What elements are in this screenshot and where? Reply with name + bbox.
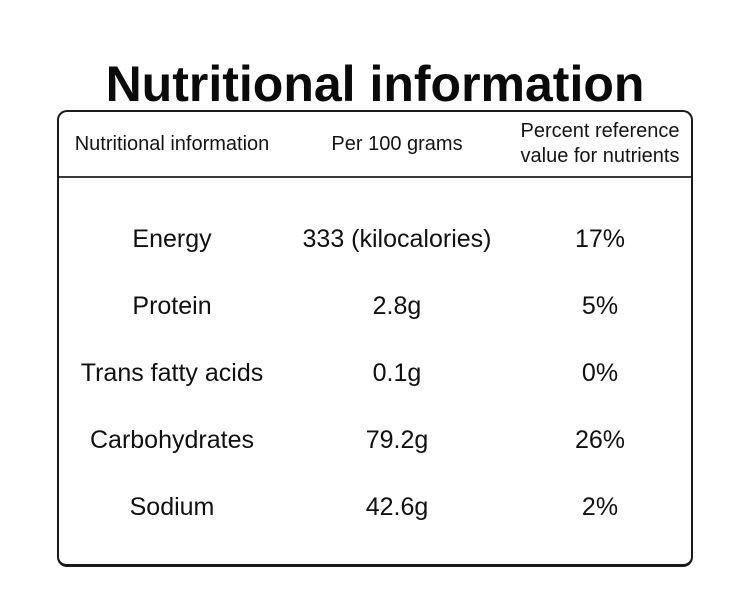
cell-percent-reference: 17% [574,225,626,253]
cell-nutrient: Trans fatty acids [80,359,264,387]
table-row-carbohydrates: Carbohydrates 79.2g 26% [59,407,691,474]
cell-per-100g: 79.2g [365,426,429,454]
page-title: Nutritional information [105,55,645,112]
header-cell-percent-reference: Percent reference value for nutrients [520,120,680,167]
cell-nutrient: Energy [132,225,212,253]
cell-per-100g: 42.6g [365,493,429,521]
cell-per-100g: 333 (kilocalories) [302,225,492,253]
cell-per-100g: 0.1g [372,359,422,387]
table-body: Energy 333 (kilocalories) 17% Protein 2.… [59,178,691,541]
header-cell-per-100g: Per 100 grams [331,132,463,155]
table-row-protein: Protein 2.8g 5% [59,273,691,340]
cell-per-100g: 2.8g [372,292,422,320]
cell-nutrient: Protein [132,292,212,320]
table-row-sodium: Sodium 42.6g 2% [59,474,691,541]
table-header-row: Nutritional information Per 100 grams Pe… [59,112,691,178]
cell-percent-reference: 0% [581,359,619,387]
table-row-energy: Energy 333 (kilocalories) 17% [59,206,691,273]
cell-percent-reference: 2% [581,493,619,521]
header-cell-nutrient: Nutritional information [74,132,270,155]
cell-nutrient: Carbohydrates [90,426,254,454]
cell-percent-reference: 5% [581,292,619,320]
cell-percent-reference: 26% [574,426,626,454]
cell-nutrient: Sodium [129,493,215,521]
table-row-trans-fatty-acids: Trans fatty acids 0.1g 0% [59,340,691,407]
nutrition-table-panel: Nutritional information Per 100 grams Pe… [57,110,693,567]
